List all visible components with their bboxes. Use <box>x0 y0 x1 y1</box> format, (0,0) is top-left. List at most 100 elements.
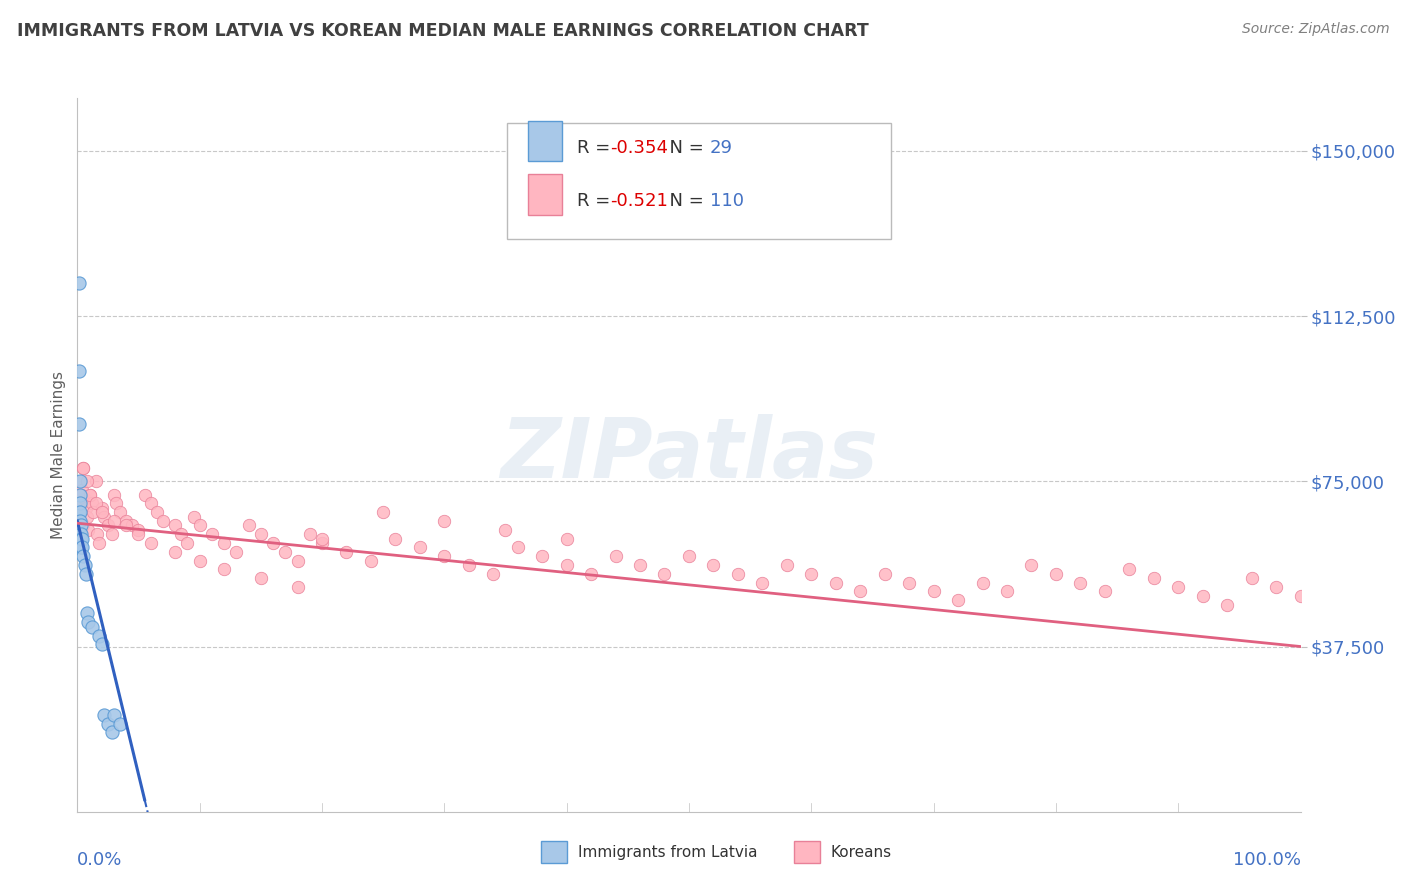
Point <box>108 716 131 731</box>
Point <box>84 475 107 489</box>
Text: 110: 110 <box>710 193 744 211</box>
Point <box>93 509 115 524</box>
Text: ZIPatlas: ZIPatlas <box>501 415 877 495</box>
Point <box>170 527 193 541</box>
Point <box>531 549 554 564</box>
Point <box>628 558 651 572</box>
Point <box>70 532 93 546</box>
Point <box>80 496 103 510</box>
Point <box>751 575 773 590</box>
Y-axis label: Median Male Earnings: Median Male Earnings <box>51 371 66 539</box>
Point <box>212 562 235 576</box>
Point <box>77 523 100 537</box>
Point <box>105 496 128 510</box>
Point <box>76 475 98 489</box>
Point <box>103 707 125 722</box>
Point <box>67 505 90 519</box>
Point <box>495 523 517 537</box>
Point <box>165 545 187 559</box>
Point <box>176 536 198 550</box>
Point <box>409 541 432 555</box>
Point <box>90 637 112 651</box>
Point <box>103 514 125 528</box>
Point <box>311 536 333 550</box>
Point <box>335 545 357 559</box>
Point <box>201 527 224 541</box>
Point <box>69 487 91 501</box>
Point <box>654 566 676 581</box>
Point <box>1167 580 1189 594</box>
Point <box>433 549 456 564</box>
Point <box>922 584 945 599</box>
Point <box>70 483 93 498</box>
Point <box>77 615 100 630</box>
Text: Source: ZipAtlas.com: Source: ZipAtlas.com <box>1241 22 1389 37</box>
Point <box>1216 598 1239 612</box>
Point <box>146 505 169 519</box>
Point <box>1021 558 1043 572</box>
Point <box>67 505 90 519</box>
Point <box>727 566 749 581</box>
Point <box>79 487 101 501</box>
Point <box>457 558 479 572</box>
Point <box>69 475 91 489</box>
Point <box>69 487 91 501</box>
Point <box>1143 571 1166 585</box>
Point <box>1045 566 1067 581</box>
Point <box>555 532 578 546</box>
Point <box>89 628 111 642</box>
Point <box>433 514 456 528</box>
Point <box>183 509 205 524</box>
Point <box>69 496 91 510</box>
Point <box>1191 589 1213 603</box>
Point <box>121 518 143 533</box>
Point <box>69 527 91 541</box>
Point <box>776 558 799 572</box>
Point <box>250 527 273 541</box>
Point <box>1289 589 1312 603</box>
Point <box>311 532 333 546</box>
Point <box>80 620 103 634</box>
Text: 0.0%: 0.0% <box>77 851 122 869</box>
Point <box>139 496 162 510</box>
Point <box>73 558 96 572</box>
Point <box>946 593 969 607</box>
Point <box>97 716 120 731</box>
Text: Koreans: Koreans <box>831 845 891 860</box>
Point <box>70 496 93 510</box>
Point <box>70 541 93 555</box>
Point <box>134 487 156 501</box>
Point <box>384 532 406 546</box>
Point <box>115 514 138 528</box>
Point <box>100 527 122 541</box>
Point <box>90 500 112 515</box>
Point <box>482 566 505 581</box>
Point <box>67 417 90 431</box>
Point <box>89 536 111 550</box>
Text: R =: R = <box>576 139 616 157</box>
Point <box>90 505 112 519</box>
Point <box>97 518 120 533</box>
Point <box>188 554 211 568</box>
Point <box>76 509 98 524</box>
Point <box>824 575 846 590</box>
Point <box>103 487 125 501</box>
Point <box>1094 584 1116 599</box>
Point <box>1265 580 1288 594</box>
Point <box>1240 571 1263 585</box>
Point <box>115 518 138 533</box>
Point <box>67 364 90 378</box>
Point <box>225 545 247 559</box>
Point <box>100 725 122 739</box>
Point <box>72 461 94 475</box>
Point <box>73 491 96 506</box>
Point <box>298 527 321 541</box>
Point <box>127 527 149 541</box>
Point <box>70 527 93 541</box>
Point <box>849 584 872 599</box>
Point <box>555 558 578 572</box>
Point <box>70 541 93 555</box>
Text: IMMIGRANTS FROM LATVIA VS KOREAN MEDIAN MALE EARNINGS CORRELATION CHART: IMMIGRANTS FROM LATVIA VS KOREAN MEDIAN … <box>17 22 869 40</box>
Text: -0.354: -0.354 <box>610 139 668 157</box>
Point <box>678 549 700 564</box>
